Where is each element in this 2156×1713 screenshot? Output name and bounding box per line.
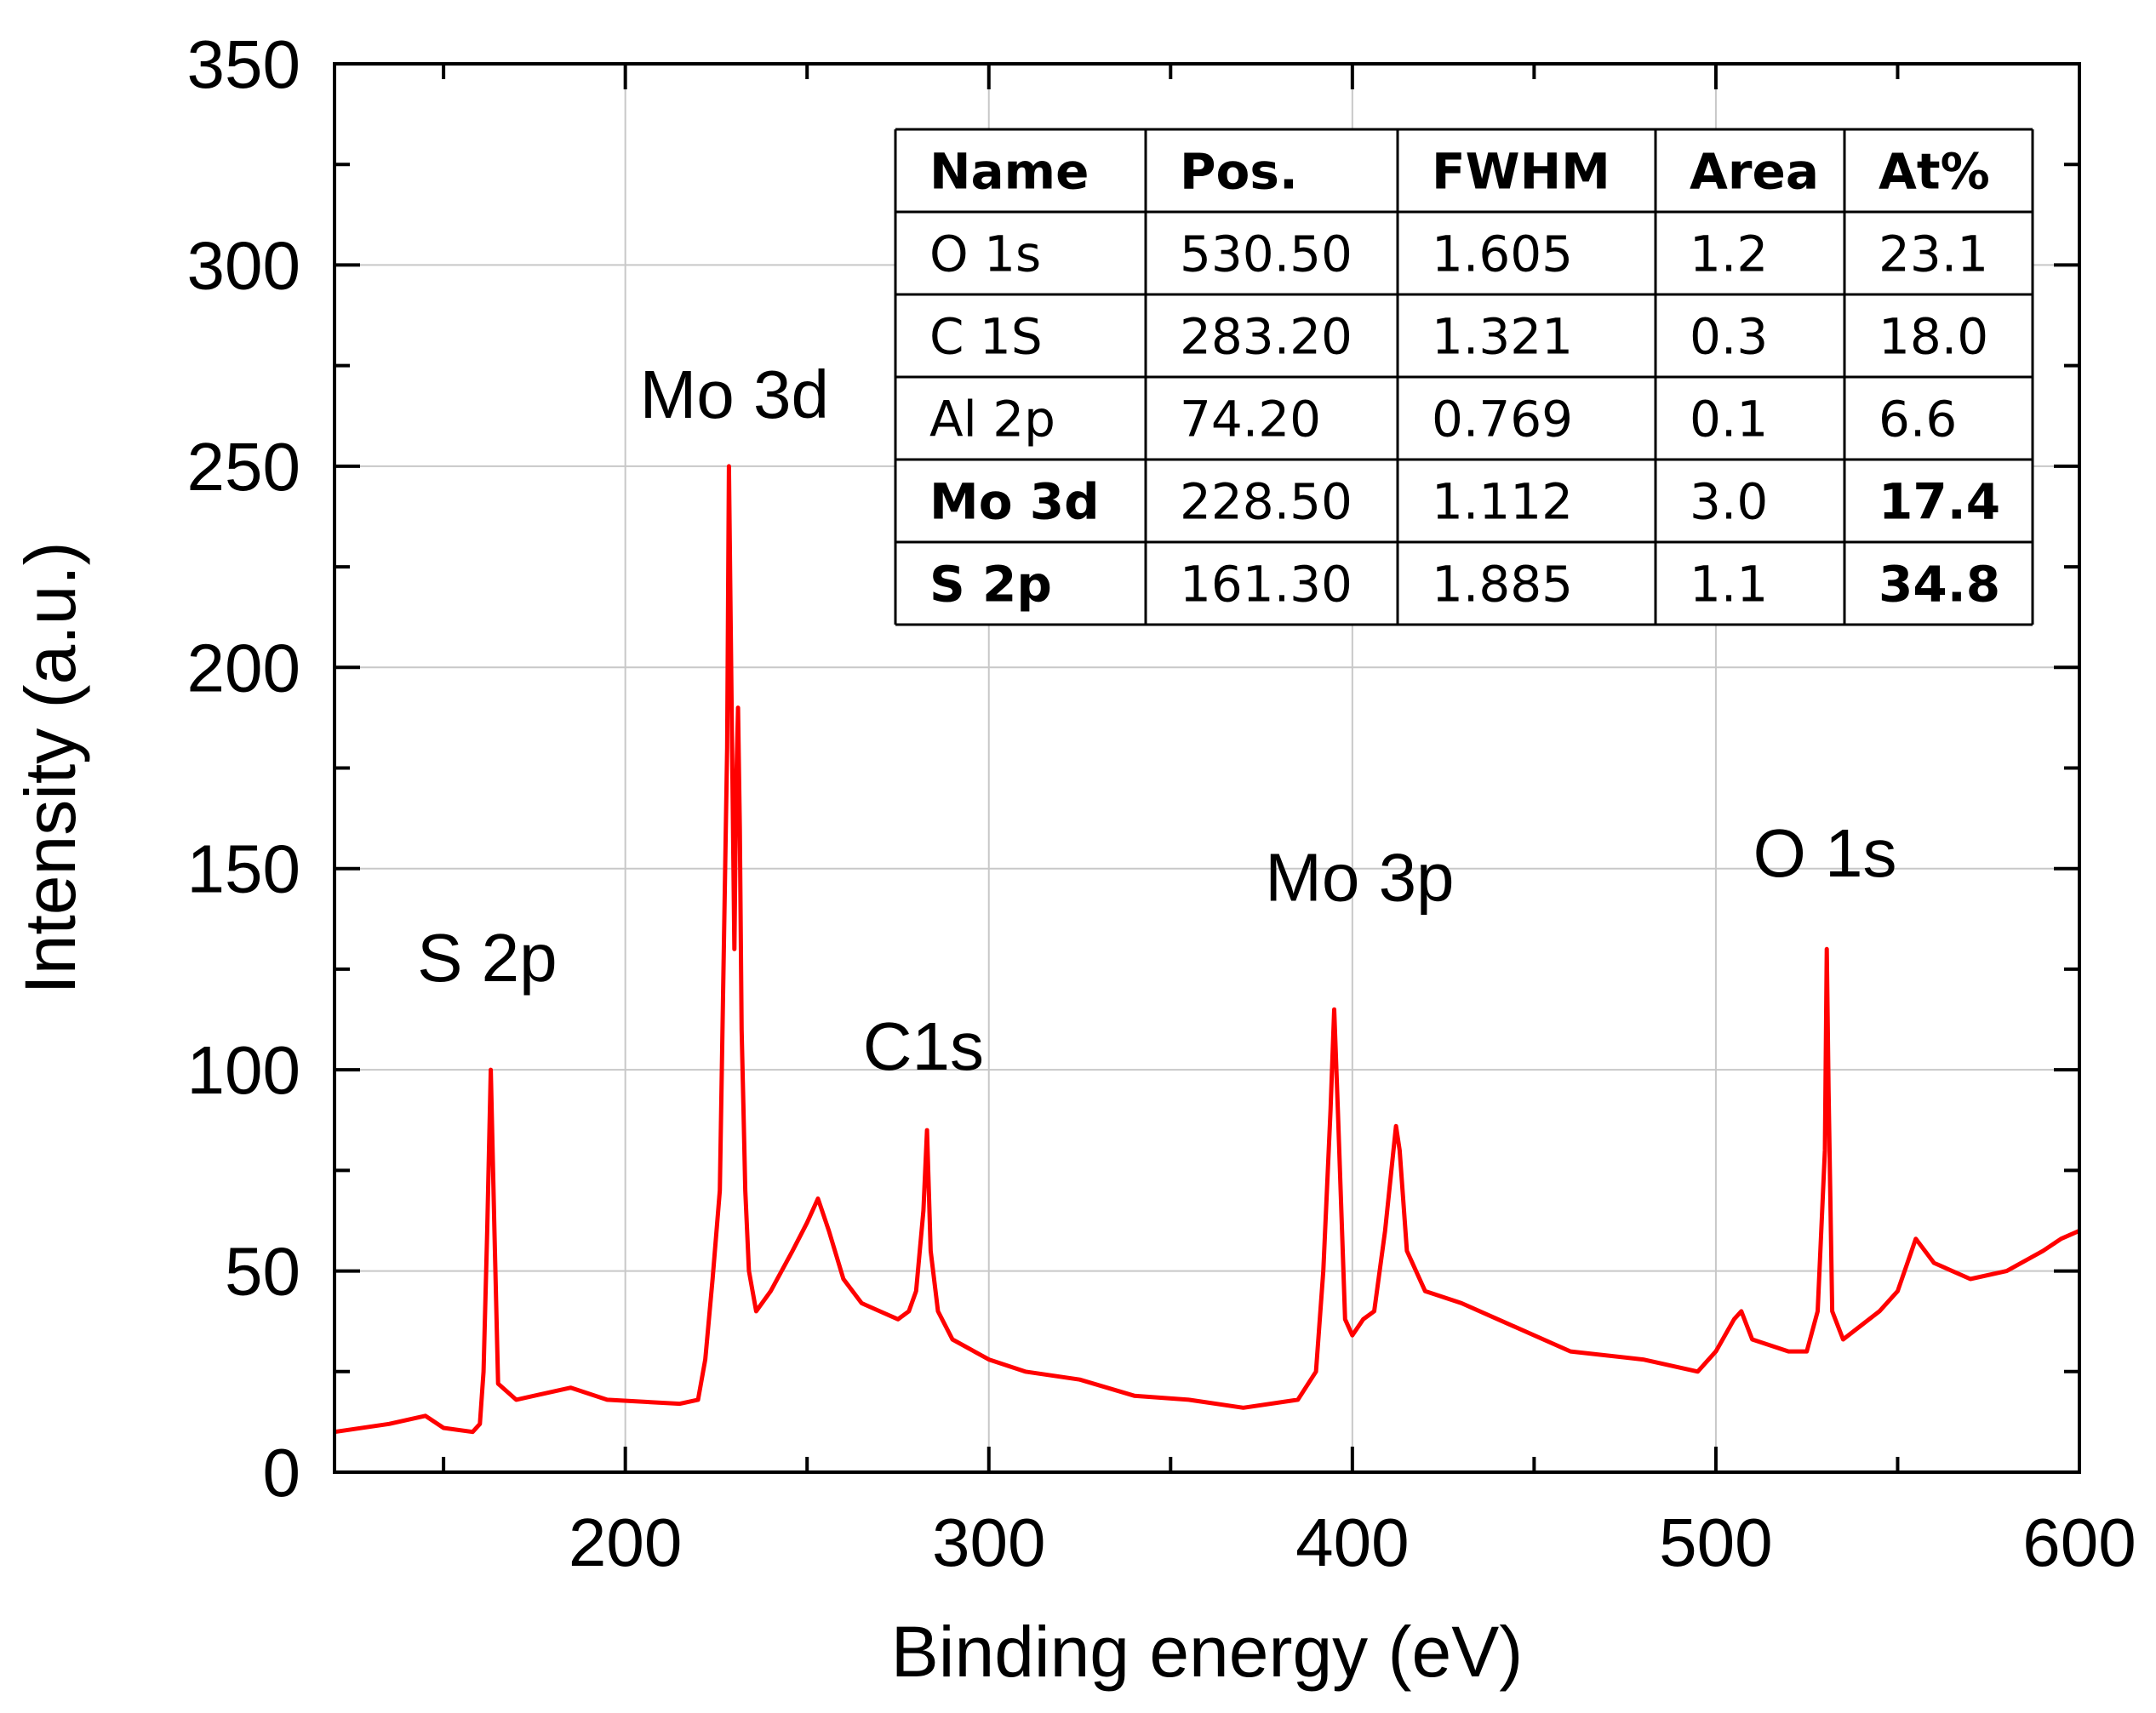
table-cell: 1.605 [1432, 226, 1573, 283]
table-header-cell: At% [1879, 143, 1990, 201]
peak-label: Mo 3p [1265, 840, 1454, 916]
table-cell: Al 2p [929, 391, 1055, 448]
table-cell: 34.8 [1879, 556, 2000, 614]
table-cell: 228.50 [1180, 473, 1353, 531]
y-tick-label: 250 [187, 429, 300, 505]
y-tick-label: 100 [187, 1032, 300, 1108]
x-axis-ticks: 200 300 400 500 600 [442, 64, 2136, 1580]
peak-label: C1s [863, 1008, 984, 1084]
table-cell: Mo 3d [929, 473, 1100, 531]
y-tick-label: 150 [187, 831, 300, 907]
y-tick-label: 0 [263, 1435, 301, 1510]
y-tick-label: 200 [187, 630, 300, 705]
table-cell: 1.2 [1690, 226, 1768, 283]
table-cell: 1.885 [1432, 556, 1573, 614]
table-cell: C 1S [929, 308, 1043, 366]
x-tick-label: 300 [932, 1505, 1045, 1580]
table-cell: O 1s [929, 226, 1041, 283]
table-cell: 161.30 [1180, 556, 1353, 614]
table-header-cell: Area [1690, 143, 1819, 201]
composition-table: Name Pos. FWHM Area At% O 1s 530.50 1.605 1.2 23.… [894, 128, 2034, 626]
peak-annotations: S 2p Mo 3d C1s Mo 3p O 1s [417, 357, 1896, 1084]
peak-label: S 2p [417, 920, 558, 996]
table-cell: 3.0 [1690, 473, 1768, 531]
y-axis-title: Intensity (a.u.) [10, 541, 90, 994]
table-cell: 6.6 [1879, 391, 1957, 448]
x-axis-title: Binding energy (eV) [891, 1612, 1523, 1692]
table-cell: 1.321 [1432, 308, 1573, 366]
peak-label: Mo 3d [640, 357, 829, 432]
table-cell: 1.112 [1432, 473, 1573, 531]
table-header-cell: FWHM [1432, 143, 1610, 201]
table-cell: S 2p [929, 556, 1052, 614]
table-cell: 1.1 [1690, 556, 1768, 614]
table-cell: 0.3 [1690, 308, 1768, 366]
x-tick-label: 600 [2022, 1505, 2136, 1580]
table-cell: 17.4 [1879, 473, 2000, 531]
table-cell: 0.1 [1690, 391, 1768, 448]
x-tick-label: 500 [1659, 1505, 1772, 1580]
table-cell: 74.20 [1180, 391, 1321, 448]
table-header-cell: Pos. [1180, 143, 1298, 201]
x-tick-label: 200 [569, 1505, 682, 1580]
y-tick-label: 50 [225, 1234, 300, 1310]
table-cell: 18.0 [1879, 308, 1988, 366]
peak-label: O 1s [1753, 815, 1897, 891]
x-tick-label: 400 [1295, 1505, 1409, 1580]
table-header-cell: Name [929, 143, 1089, 201]
y-axis-ticks: 0 50 100 150 200 250 300 350 [187, 26, 2079, 1510]
table-cell: 0.769 [1432, 391, 1573, 448]
table-cell: 530.50 [1180, 226, 1353, 283]
y-tick-label: 300 [187, 227, 300, 303]
y-tick-label: 350 [187, 26, 300, 102]
table-cell: 23.1 [1879, 226, 1988, 283]
series-line-0 [334, 464, 2081, 1435]
table-cell: 283.20 [1180, 308, 1353, 366]
